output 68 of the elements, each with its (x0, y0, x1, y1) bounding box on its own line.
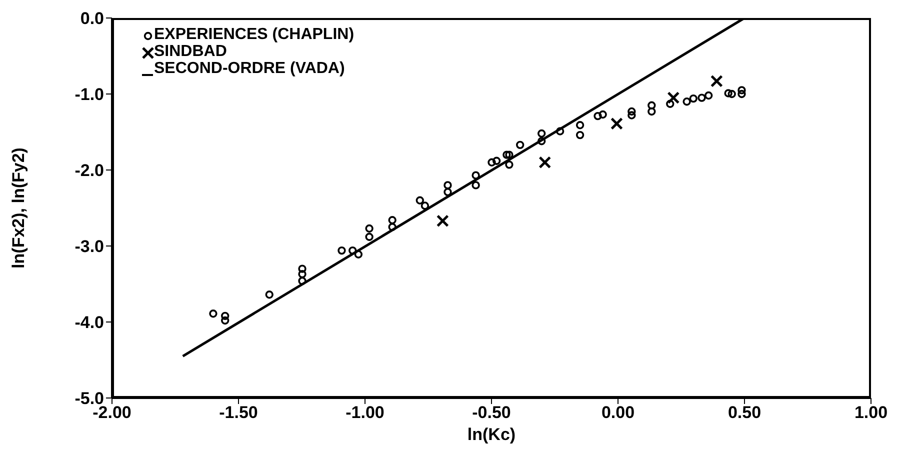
point (628, 107, 636, 116)
point (220, 316, 230, 325)
point (516, 140, 524, 150)
point (436, 214, 449, 228)
point (576, 121, 584, 130)
point (365, 224, 374, 233)
y-tick-label: -4.0 (74, 313, 104, 332)
point (667, 92, 680, 104)
point (728, 90, 736, 98)
point (505, 160, 514, 169)
x-tick-label: -0.50 (472, 403, 511, 422)
point (354, 250, 363, 258)
point (538, 156, 552, 169)
point (265, 290, 274, 299)
x-tick-label: -1.50 (219, 403, 258, 422)
point (724, 89, 732, 98)
y-axis-title: ln(Fx2), ln(Fy2) (9, 148, 28, 268)
x-tick-label: -2.00 (92, 403, 132, 422)
point (502, 150, 511, 159)
point (698, 94, 706, 102)
point (710, 74, 723, 88)
point (738, 86, 746, 94)
point (298, 276, 306, 286)
point (628, 111, 636, 120)
point (444, 188, 452, 196)
legend-label: SINDBAD (154, 43, 227, 60)
point (689, 94, 698, 103)
point (444, 181, 452, 190)
x-tick-label: 0.00 (601, 403, 635, 422)
point (298, 264, 306, 273)
point (298, 270, 306, 278)
x-tick-label: 0.50 (728, 403, 762, 422)
point (388, 216, 396, 224)
point (537, 129, 546, 138)
point (488, 158, 496, 166)
legend-label: SECOND-ORDRE (VADA) (154, 60, 345, 77)
point (738, 90, 746, 98)
point (576, 130, 584, 140)
point (594, 112, 602, 120)
point (610, 117, 623, 130)
point (388, 222, 396, 232)
y-tick-label: 0.0 (80, 9, 104, 28)
point (338, 246, 346, 255)
point (648, 101, 656, 110)
y-tick-label: -2.0 (74, 161, 104, 180)
point (472, 181, 480, 190)
point (666, 100, 674, 108)
point (220, 312, 230, 320)
point (537, 137, 546, 146)
point (365, 232, 374, 241)
y-tick-label: -1.0 (74, 85, 104, 104)
point (420, 202, 430, 210)
point (348, 246, 357, 255)
point (209, 310, 218, 318)
point (492, 156, 501, 165)
legend-label: EXPERIENCES (CHAPLIN) (154, 26, 354, 43)
point (682, 98, 691, 106)
point (648, 107, 656, 116)
point (704, 91, 713, 100)
point (472, 171, 480, 180)
x-tick-label: -1.00 (346, 403, 384, 422)
point (416, 196, 424, 204)
point (598, 110, 607, 119)
point (556, 127, 564, 136)
x-axis-title: ln(Kc) (467, 425, 516, 444)
y-tick-label: -3.0 (74, 237, 104, 256)
x-tick-label: 1.00 (854, 403, 888, 422)
point (505, 150, 514, 159)
